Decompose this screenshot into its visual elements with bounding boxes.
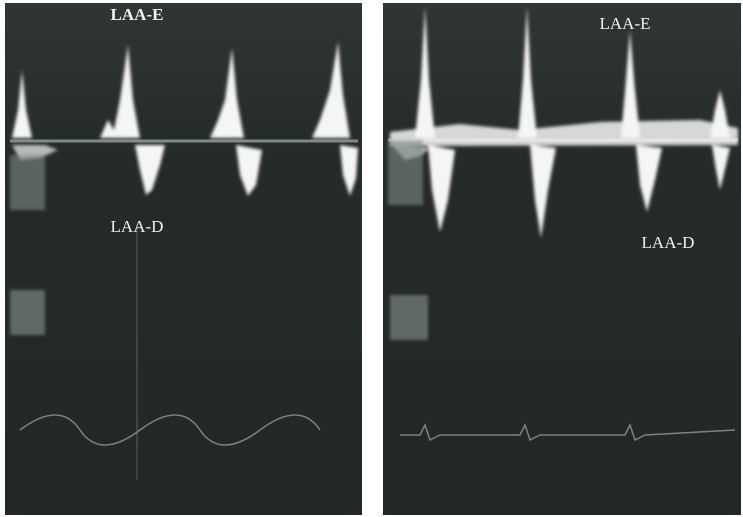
page: {"panels": [ {"top_label": "LAA-E", "bot… bbox=[0, 0, 743, 517]
gain-bar bbox=[388, 140, 423, 205]
doppler-figure: LAA-E LAA-D LAA-E LAA-D bbox=[0, 0, 743, 517]
label-emptying: LAA-E bbox=[111, 5, 164, 24]
gray-scale bbox=[10, 290, 45, 335]
left-panel: LAA-E LAA-D bbox=[5, 3, 362, 515]
panel-background bbox=[5, 3, 362, 515]
right-panel: LAA-E LAA-D bbox=[383, 3, 741, 515]
gray-scale bbox=[390, 295, 428, 340]
label-filling: LAA-D bbox=[642, 233, 695, 252]
gain-bar bbox=[10, 155, 45, 210]
label-emptying: LAA-E bbox=[600, 14, 651, 33]
panel-background bbox=[383, 3, 741, 515]
label-filling: LAA-D bbox=[111, 217, 164, 236]
